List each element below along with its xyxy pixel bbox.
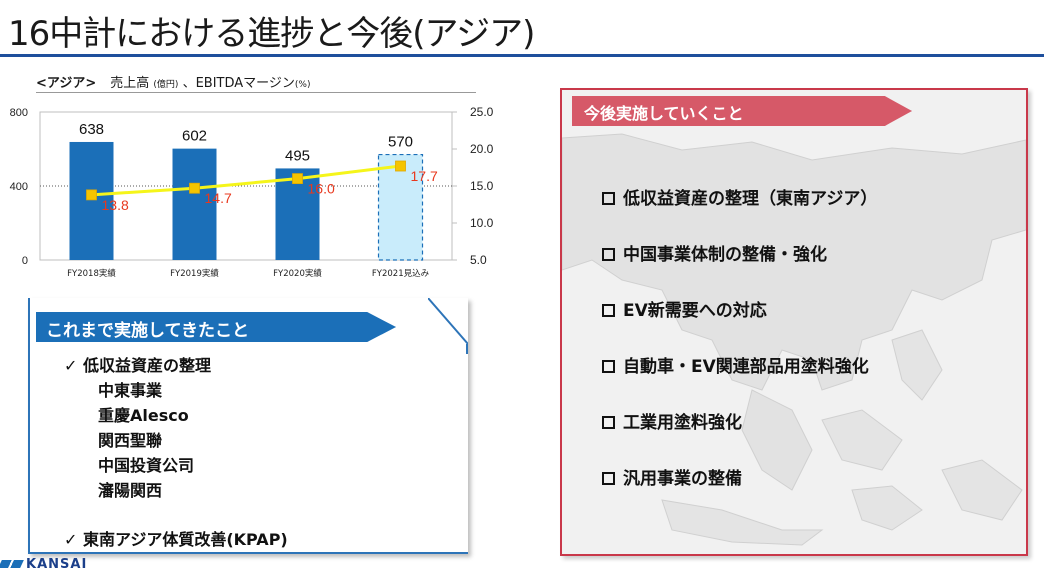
margin-value-label: 14.7 xyxy=(205,190,232,206)
future-item-label: 汎用事業の整備 xyxy=(623,469,742,489)
x-tick-label: FY2018実績 xyxy=(67,268,116,279)
margin-value-label: 17.7 xyxy=(411,168,438,184)
past-subitem: 関西聖聯 xyxy=(98,431,163,450)
checkbox-square-icon xyxy=(602,416,615,429)
bar-value-label: 570 xyxy=(388,134,413,151)
bar xyxy=(172,148,217,260)
y-left-tick-label: 400 xyxy=(10,181,28,193)
margin-point xyxy=(292,173,303,184)
future-panel-header: 今後実施していくこと xyxy=(572,96,912,126)
y-left-tick-label: 800 xyxy=(10,107,28,119)
future-item: 自動車・EV関連部品用塗料強化 xyxy=(602,352,869,377)
margin-value-label: 16.0 xyxy=(308,181,335,197)
future-item: 中国事業体制の整備・強化 xyxy=(602,240,827,265)
x-tick-label: FY2020実績 xyxy=(273,268,322,279)
past-panel-title: これまで実施してきたこと xyxy=(46,321,249,341)
checkbox-square-icon xyxy=(602,472,615,485)
bar xyxy=(377,153,424,261)
checkbox-square-icon xyxy=(602,304,615,317)
x-tick-label: FY2021見込み xyxy=(372,268,430,279)
y-left-tick-label: 0 xyxy=(22,255,28,267)
future-item-label: 中国事業体制の整備・強化 xyxy=(623,245,827,265)
y-right-tick-label: 25.0 xyxy=(470,105,494,119)
future-item: EV新需要への対応 xyxy=(602,296,767,321)
bar-value-label: 602 xyxy=(182,128,207,145)
past-actions-panel: これまで実施してきたこと ✓ 低収益資産の整理 中東事業 重慶Alesco 関西… xyxy=(28,298,468,554)
past-item-asset-cleanup: ✓ 低収益資産の整理 xyxy=(64,356,211,375)
subtitle-rule xyxy=(36,92,476,93)
future-item-label: EV新需要への対応 xyxy=(623,301,767,321)
margin-point xyxy=(189,182,200,194)
bar xyxy=(69,141,114,260)
title-rule xyxy=(0,54,1044,57)
future-item-label: 自動車・EV関連部品用塗料強化 xyxy=(623,357,869,377)
past-subitem: 中国投資公司 xyxy=(98,456,195,475)
future-item-label: 低収益資産の整理（東南アジア） xyxy=(623,189,878,209)
company-logo: KANSAI xyxy=(0,558,130,568)
sales-margin-chart: 0 400 800 5.0 10.0 15.0 20.0 25.0 638 FY2018実績 602… xyxy=(10,105,494,279)
margin-value-label: 13.8 xyxy=(102,197,129,213)
chart-subtitle: <アジア> 売上高 (億円) 、EBITDAマージン(%) xyxy=(36,72,311,91)
checkbox-square-icon xyxy=(602,248,615,261)
margin-line xyxy=(91,164,401,197)
chart-sales-label: 売上高 xyxy=(110,76,150,91)
margin-point xyxy=(86,189,97,201)
future-panel-title: 今後実施していくこと xyxy=(584,104,744,123)
bar-value-label: 495 xyxy=(285,147,310,164)
future-item-label: 工業用塗料強化 xyxy=(623,413,742,433)
future-item: 工業用塗料強化 xyxy=(602,408,742,433)
past-subitem: 瀋陽関西 xyxy=(98,481,163,500)
checkbox-square-icon xyxy=(602,360,615,373)
x-tick-label: FY2019実績 xyxy=(170,268,219,279)
checkbox-square-icon xyxy=(602,192,615,205)
past-panel-header: これまで実施してきたこと xyxy=(36,312,396,342)
chart-sales-unit: (億円) xyxy=(153,80,179,90)
logo-wordmark: KANSAI xyxy=(26,558,88,568)
logo-mark-icon xyxy=(0,560,24,568)
y-right-tick-label: 10.0 xyxy=(470,216,494,230)
chart-margin-label: 、EBITDAマージン xyxy=(182,76,295,91)
y-right-tick-label: 15.0 xyxy=(470,179,494,193)
future-item: 汎用事業の整備 xyxy=(602,464,742,489)
past-subitem: 重慶Alesco xyxy=(98,406,189,425)
asia-map-background xyxy=(562,133,1026,546)
page-title: 16中計における進捗と今後(アジア) xyxy=(8,14,535,54)
chart-region: <アジア> xyxy=(36,76,97,91)
chart-margin-unit: (%) xyxy=(294,80,311,90)
future-item: 低収益資産の整理（東南アジア） xyxy=(602,184,877,209)
bar-value-label: 638 xyxy=(79,121,104,138)
margin-point xyxy=(395,160,406,172)
past-subitem: 中東事業 xyxy=(98,381,163,400)
future-actions-panel: 今後実施していくこと 低収益資産の整理（東南アジア） 中国事業体制の整備・強化 … xyxy=(560,88,1028,556)
y-right-tick-label: 20.0 xyxy=(470,142,494,156)
past-item-kpap: ✓ 東南アジア体質改善(KPAP) xyxy=(64,530,288,549)
y-right-tick-label: 5.0 xyxy=(470,253,487,267)
past-panel-corner xyxy=(428,298,468,354)
